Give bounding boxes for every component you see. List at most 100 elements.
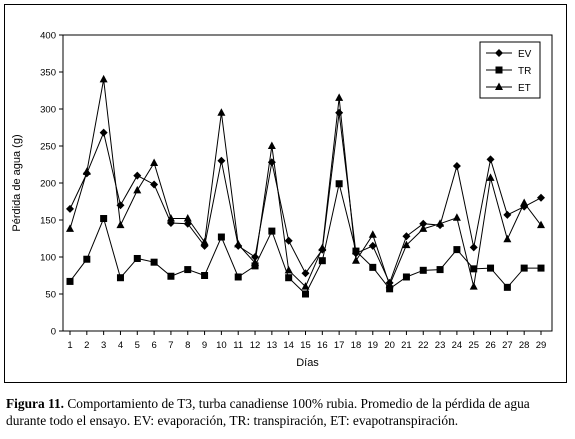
x-tick-label: 6 (151, 340, 156, 351)
point-et (486, 173, 495, 181)
point-ev (133, 171, 142, 180)
point-et (217, 108, 226, 116)
point-et (520, 198, 529, 206)
point-et (150, 158, 159, 167)
point-tr (402, 273, 410, 281)
point-et (436, 219, 445, 227)
point-tr (234, 273, 242, 281)
x-tick-label: 25 (468, 340, 479, 351)
x-tick-label: 16 (317, 340, 328, 351)
legend-label-tr: TR (518, 66, 531, 77)
point-tr (133, 254, 141, 262)
point-et (234, 239, 243, 248)
point-et (385, 280, 394, 289)
y-tick-label: 150 (40, 216, 56, 227)
x-tick-label: 26 (485, 340, 496, 351)
figure-frame (4, 4, 567, 383)
point-et (284, 265, 293, 274)
x-tick-label: 23 (435, 340, 446, 351)
x-tick-label: 19 (367, 340, 378, 351)
point-tr (386, 285, 394, 293)
y-tick-label: 50 (45, 290, 56, 301)
x-tick-label: 7 (168, 340, 173, 351)
point-tr (150, 258, 158, 266)
point-ev (217, 156, 226, 165)
point-tr (335, 180, 343, 188)
y-tick-label: 400 (40, 31, 56, 42)
x-tick-label: 24 (452, 340, 463, 351)
point-tr (537, 264, 545, 272)
x-tick-label: 12 (250, 340, 261, 351)
point-ev (284, 236, 293, 245)
point-tr (285, 274, 293, 282)
x-tick-label: 5 (135, 340, 140, 351)
point-et (301, 282, 310, 290)
point-tr (100, 215, 108, 223)
y-tick-label: 0 (51, 327, 56, 338)
point-ev (301, 269, 310, 278)
figure-caption: Figura 11. Comportamiento de T3, turba c… (6, 395, 569, 429)
point-tr (66, 277, 74, 285)
point-tr (268, 227, 276, 235)
point-et (402, 240, 411, 249)
point-et (251, 258, 260, 266)
point-et (66, 224, 74, 232)
point-tr (116, 274, 124, 282)
x-tick-label: 27 (502, 340, 513, 351)
x-tick-label: 4 (118, 340, 123, 351)
x-tick-label: 11 (233, 340, 243, 351)
x-tick-label: 22 (418, 340, 429, 351)
point-et (166, 214, 175, 222)
point-tr (318, 257, 326, 265)
x-tick-label: 2 (84, 340, 89, 351)
point-et (469, 282, 478, 290)
y-axis-label: Pérdida de agua (g) (11, 134, 23, 231)
series-line-tr (69, 183, 541, 295)
caption-label: Figura 11. (6, 396, 65, 411)
point-et (318, 243, 327, 252)
point-ev (99, 128, 108, 137)
point-et (503, 234, 512, 243)
point-ev (335, 108, 344, 117)
point-et (368, 230, 377, 238)
point-tr (419, 266, 427, 274)
x-tick-label: 3 (101, 340, 106, 351)
x-tick-label: 14 (283, 340, 294, 351)
point-tr (453, 246, 461, 254)
x-tick-label: 8 (185, 340, 190, 351)
x-tick-label: 20 (384, 340, 395, 351)
y-tick-label: 250 (40, 142, 56, 153)
x-tick-label: 9 (202, 340, 207, 351)
point-ev (419, 219, 428, 228)
legend-label-ev: EV (518, 49, 532, 60)
x-tick-label: 28 (519, 340, 530, 351)
point-et (116, 220, 125, 229)
point-tr (503, 283, 511, 291)
point-tr (201, 272, 209, 279)
y-tick-label: 100 (40, 253, 56, 264)
point-ev (251, 253, 260, 261)
point-tr (436, 266, 444, 274)
point-tr (184, 266, 192, 274)
y-tick-label: 350 (40, 68, 56, 79)
legend-marker-et (495, 82, 503, 90)
x-axis-label: Días (296, 357, 319, 369)
x-tick-label: 18 (351, 340, 362, 351)
legend-marker-ev (495, 49, 503, 57)
x-tick-label: 21 (401, 340, 412, 351)
point-tr (217, 233, 225, 241)
point-et (452, 213, 461, 221)
point-ev (503, 210, 512, 219)
point-et (82, 167, 91, 175)
point-tr (83, 255, 91, 263)
point-tr (352, 247, 360, 255)
point-tr (369, 263, 377, 271)
point-tr (167, 272, 175, 280)
point-tr (520, 264, 528, 272)
point-ev (469, 243, 478, 252)
point-tr (302, 290, 309, 298)
point-ev (486, 155, 495, 164)
point-ev (402, 232, 411, 241)
legend-label-et: ET (518, 83, 531, 94)
